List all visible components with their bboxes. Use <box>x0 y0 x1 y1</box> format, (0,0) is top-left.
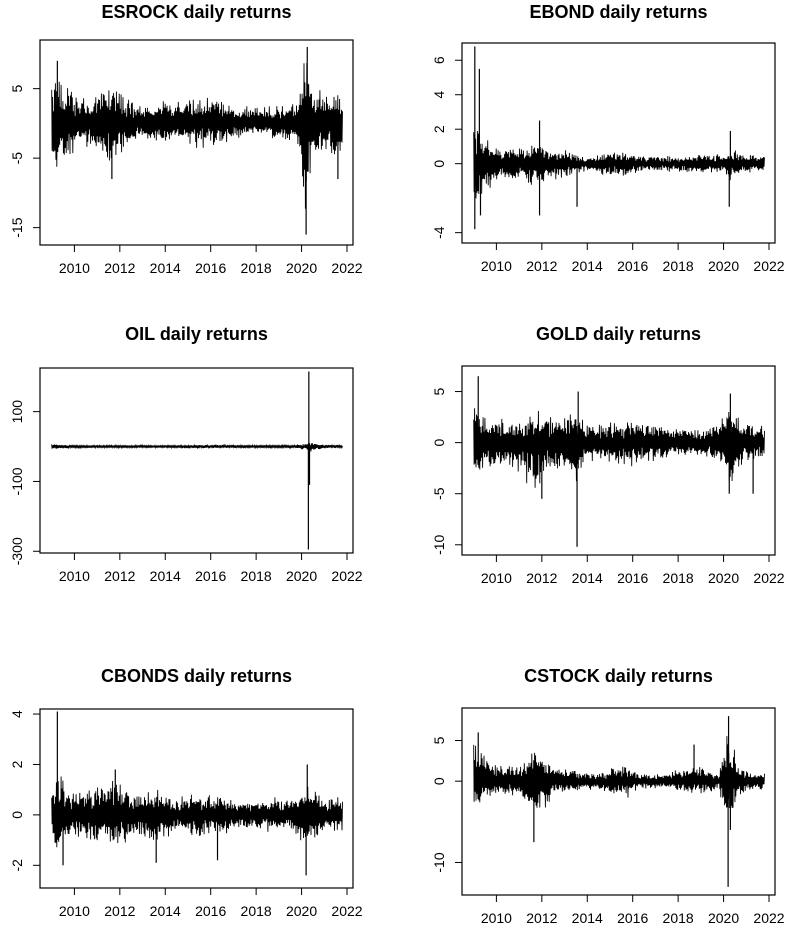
x-tick-label: 2010 <box>481 910 512 926</box>
x-tick-label: 2018 <box>663 910 694 926</box>
plot-frame <box>461 365 776 556</box>
y-tick-label: -10 <box>431 852 447 872</box>
chart-title: EBOND daily returns <box>529 2 707 22</box>
chart-panel-6: CSTOCK daily returns 2010 2012 2014 2016 2018… <box>431 666 785 926</box>
y-tick-label: 5 <box>9 85 25 93</box>
y-tick-label: 0 <box>431 160 447 168</box>
plot-frame <box>39 367 354 554</box>
y-tick-label: 100 <box>9 400 25 424</box>
chart-title: CBONDS daily returns <box>101 666 292 686</box>
plot-frame <box>39 708 354 889</box>
y-tick-label: -100 <box>9 467 25 495</box>
chart-title: CSTOCK daily returns <box>524 666 713 686</box>
x-tick-label: 2012 <box>526 910 557 926</box>
y-tick-label: -5 <box>9 152 25 165</box>
x-tick-label: 2020 <box>286 903 317 919</box>
x-tick-label: 2018 <box>241 260 272 276</box>
chart-panel-3: OIL daily returns 2010 2012 2014 2016 2018 202… <box>9 324 363 584</box>
x-tick-label: 2010 <box>481 258 512 274</box>
x-tick-label: 2014 <box>572 570 603 586</box>
x-tick-label: 2018 <box>663 258 694 274</box>
chart-panel-5: CBONDS daily returns 2010 2012 2014 2016 2018… <box>9 666 363 919</box>
series-line <box>51 776 343 848</box>
x-tick-label: 2022 <box>331 260 362 276</box>
x-tick-label: 2014 <box>150 260 181 276</box>
y-tick-label: -15 <box>9 217 25 237</box>
x-tick-label: 2022 <box>331 903 362 919</box>
x-tick-label: 2022 <box>753 570 784 586</box>
y-tick-label: 5 <box>431 387 447 395</box>
chart-panel-4: GOLD daily returns 2010 2012 2014 2016 2018 20… <box>431 324 785 586</box>
y-tick-label: 2 <box>431 125 447 133</box>
x-tick-label: 2010 <box>59 260 90 276</box>
x-tick-label: 2014 <box>572 258 603 274</box>
x-tick-label: 2022 <box>753 258 784 274</box>
y-tick-label: -2 <box>9 859 25 872</box>
x-tick-label: 2012 <box>104 903 135 919</box>
series-line <box>51 63 343 209</box>
x-tick-label: 2014 <box>150 903 181 919</box>
y-tick-label: -300 <box>9 537 25 565</box>
y-tick-label: -10 <box>431 534 447 554</box>
x-tick-label: 2020 <box>286 260 317 276</box>
plot-frame <box>39 39 354 246</box>
chart-title: ESROCK daily returns <box>101 2 291 22</box>
x-tick-label: 2022 <box>753 910 784 926</box>
y-tick-label: 0 <box>431 777 447 785</box>
x-tick-label: 2016 <box>195 260 226 276</box>
series-line <box>473 130 765 199</box>
x-tick-label: 2016 <box>617 910 648 926</box>
x-tick-label: 2020 <box>286 568 317 584</box>
x-tick-label: 2012 <box>104 568 135 584</box>
y-tick-label: 4 <box>431 91 447 99</box>
series-line <box>473 408 765 488</box>
x-tick-label: 2018 <box>663 570 694 586</box>
x-tick-label: 2010 <box>59 903 90 919</box>
y-tick-label: 0 <box>431 439 447 447</box>
x-tick-label: 2016 <box>195 568 226 584</box>
x-tick-label: 2016 <box>617 258 648 274</box>
y-tick-label: 5 <box>431 736 447 744</box>
y-tick-label: -5 <box>431 487 447 500</box>
y-tick-label: 0 <box>9 811 25 819</box>
x-tick-label: 2020 <box>708 258 739 274</box>
x-tick-label: 2014 <box>150 568 181 584</box>
x-tick-label: 2018 <box>241 568 272 584</box>
x-tick-label: 2010 <box>481 570 512 586</box>
x-tick-label: 2022 <box>331 568 362 584</box>
x-tick-label: 2016 <box>195 903 226 919</box>
x-tick-label: 2014 <box>572 910 603 926</box>
y-tick-label: 2 <box>9 760 25 768</box>
x-tick-label: 2012 <box>104 260 135 276</box>
x-tick-label: 2010 <box>59 568 90 584</box>
chart-panel-1: ESROCK daily returns 2010 2012 2014 2016 2018… <box>9 2 363 276</box>
plot-frame <box>461 707 776 896</box>
x-tick-label: 2020 <box>708 910 739 926</box>
x-tick-label: 2012 <box>526 570 557 586</box>
x-tick-label: 2012 <box>526 258 557 274</box>
y-tick-label: 4 <box>9 710 25 718</box>
y-tick-label: 6 <box>431 56 447 64</box>
x-tick-label: 2016 <box>617 570 648 586</box>
chart-panel-2: EBOND daily returns 2010 2012 2014 2016 2018 2… <box>431 2 785 274</box>
chart-title: OIL daily returns <box>125 324 268 344</box>
plot-frame <box>461 42 776 244</box>
x-tick-label: 2020 <box>708 570 739 586</box>
y-tick-label: -4 <box>431 226 447 239</box>
chart-title: GOLD daily returns <box>536 324 701 344</box>
x-tick-label: 2018 <box>241 903 272 919</box>
series-line <box>473 736 765 809</box>
